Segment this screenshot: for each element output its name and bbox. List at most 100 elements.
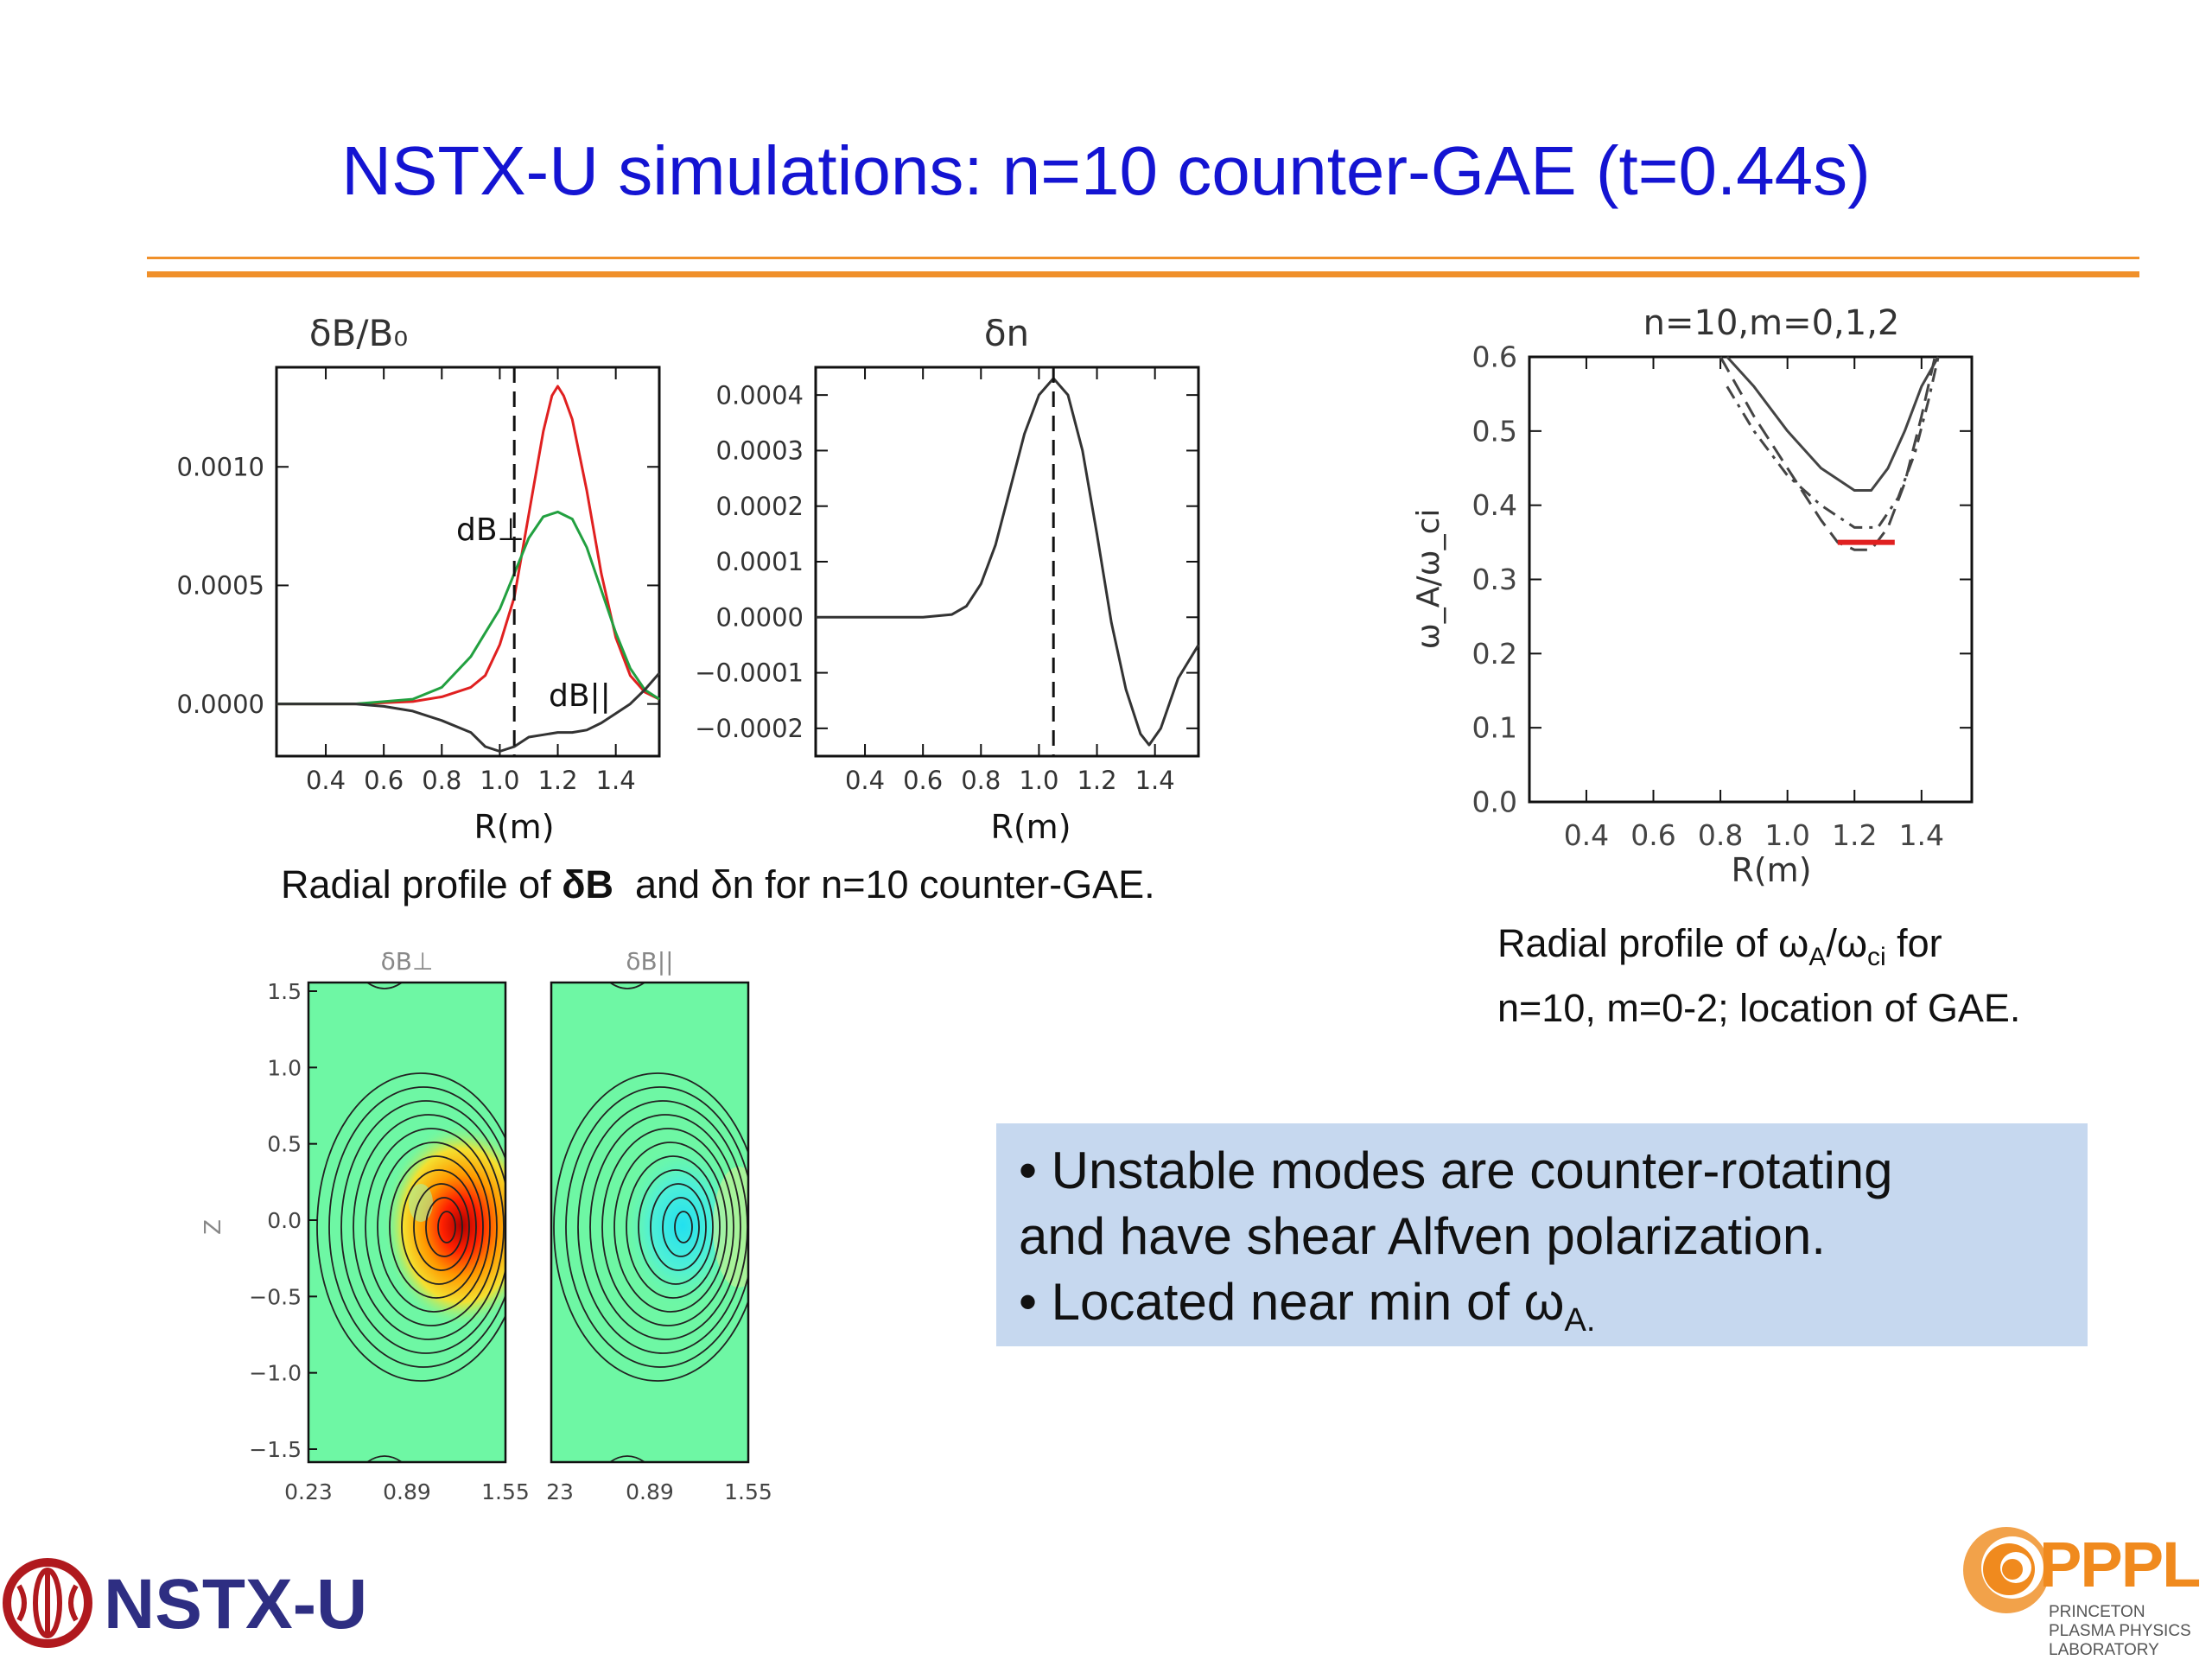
contour-panel-perp [308, 983, 505, 1462]
chart-title: n=10,m=0,1,2 [1643, 303, 1900, 343]
contour-ring [389, 1155, 484, 1299]
x-tick-label: 0.8 [422, 766, 461, 795]
contour-title-par: δB|| [626, 947, 673, 976]
contour-ring [353, 1114, 505, 1340]
caption-omega-line1: Radial profile of ωA/ωci for [1497, 921, 1942, 971]
contour-ring [650, 1183, 707, 1271]
y-axis-label: ω_A/ω_ci [1411, 509, 1446, 650]
note-bullet-1-line-2: and have shear Alfven polarization. [1019, 1207, 1826, 1265]
contour-ring [413, 1183, 470, 1271]
contour-ring [662, 1197, 700, 1257]
series-line-0 [816, 377, 1200, 747]
chart-db-profile: δB/B₀ 0.4 0.6 0.8 1.0 1.2 1.4 0.0010 0.0005 0.00… [177, 312, 661, 846]
y-tick-label: 0.0000 [177, 690, 264, 719]
contour-ring [425, 1197, 463, 1257]
x-tick-label: 1.0 [1764, 818, 1809, 852]
nstx-logo: NSTX-U [0, 1555, 397, 1650]
contour-ring [674, 1211, 693, 1243]
contour-x-tick-label: 0.23 [284, 1479, 333, 1504]
contour-panel-par [551, 983, 748, 1462]
chart-omega-profile: n=10,m=0,1,2 0.4 0.6 0.8 1.0 1.2 1.4 0.6 0.5 0.4… [1411, 303, 1974, 889]
contour-y-tick-label: −1.5 [249, 1437, 302, 1462]
x-tick-label: 0.4 [1564, 818, 1609, 852]
contour-y-tick-label: 1.0 [267, 1055, 302, 1080]
pppl-line-2: PLASMA PHYSICS [2049, 1622, 2191, 1640]
y-tick-label: 0.1 [1472, 711, 1517, 745]
x-tick-label: 1.4 [1135, 766, 1175, 795]
x-tick-label: 1.0 [480, 766, 519, 795]
contour-ring [613, 1142, 728, 1313]
contour-ring [626, 1155, 721, 1299]
annotation-db-perp: dB⊥ [456, 512, 524, 548]
contour-ring [401, 1169, 477, 1285]
contour-ring [365, 1128, 498, 1326]
x-tick-label: 0.8 [961, 766, 1001, 795]
chart-title: δn [984, 312, 1029, 354]
y-tick-label: −0.0002 [695, 714, 804, 743]
contour-ring [601, 1128, 734, 1326]
contour-plots: δB⊥ δB|| 1.5 1.0 0.5 0.0 −0.5 −1.0 −1.5 0.23 0.8… [200, 947, 772, 1504]
contour-title-perp: δB⊥ [381, 947, 434, 976]
y-tick-label: 0.0010 [177, 452, 264, 481]
caption-omega: Radial profile of ωA/ωci for n=10, m=0-2… [1497, 918, 2020, 1034]
nstx-logo-text: NSTX-U [104, 1565, 368, 1644]
title-rule-thick [147, 271, 2139, 277]
x-tick-label: 1.2 [1077, 766, 1116, 795]
contour-x-tick-label: 1.55 [481, 1479, 530, 1504]
caption-suffix: and δn for n=10 counter-GAE. [613, 862, 1155, 906]
x-tick-label: 1.2 [1832, 818, 1877, 852]
contour-ring [316, 1072, 505, 1382]
contour-ring [437, 1211, 456, 1243]
x-tick-label: 1.2 [537, 766, 577, 795]
contour-y-tick-label: 1.5 [267, 979, 302, 1004]
x-tick-label: 0.6 [364, 766, 404, 795]
y-tick-label: 0.0005 [177, 571, 264, 601]
contour-y-tick-label: 0.0 [267, 1208, 302, 1233]
series-line-0 [1726, 355, 1940, 492]
x-tick-label: 0.4 [306, 766, 346, 795]
contour-ring [638, 1169, 714, 1285]
annotation-db-par: dB|| [549, 678, 611, 714]
y-tick-label: 0.0003 [716, 436, 804, 466]
pppl-line-3: LABORATORY [2049, 1641, 2159, 1659]
y-tick-label: 0.0001 [716, 547, 804, 576]
pppl-line-1: PRINCETON [2049, 1603, 2145, 1621]
y-tick-label: 0.4 [1472, 488, 1517, 522]
caption-db-dn: Radial profile of δB and δn for n=10 cou… [281, 862, 1155, 907]
x-tick-label: 0.6 [1630, 818, 1675, 852]
x-tick-label: 1.4 [1899, 818, 1944, 852]
note-box: • Unstable modes are counter-rotating an… [996, 1123, 2088, 1346]
y-tick-label: 0.3 [1472, 563, 1517, 596]
contour-ring [340, 1100, 505, 1354]
caption-prefix: Radial profile of [281, 862, 563, 906]
contour-ring [565, 1086, 748, 1368]
x-tick-label: 0.4 [845, 766, 885, 795]
x-tick-label: 1.0 [1019, 766, 1058, 795]
y-tick-label: 0.0 [1472, 785, 1517, 819]
contour-x-tick-label: 1.55 [724, 1479, 772, 1504]
contour-y-tick-label: −0.5 [249, 1284, 302, 1309]
slide-title: NSTX-U simulations: n=10 counter-GAE (t=… [341, 132, 1871, 209]
series-line-1 [1726, 356, 1940, 529]
series-line-2 [276, 672, 661, 753]
x-tick-label: 0.6 [903, 766, 943, 795]
y-tick-label: 0.0002 [716, 492, 804, 521]
pppl-logo: PPPL PRINCETON PLASMA PHYSICS LABORATORY [1957, 1521, 2212, 1659]
plot-frame [275, 366, 661, 758]
series-line-1 [276, 510, 660, 706]
plot-frame [814, 366, 1200, 758]
series-line-2 [1719, 356, 1936, 551]
contour-y-label: Z [200, 1219, 226, 1235]
title-rule-thin [147, 257, 2139, 259]
pppl-swirl-icon [1963, 1527, 2050, 1613]
contour-x-tick-label: 23 [546, 1479, 574, 1504]
y-tick-label: 0.6 [1472, 340, 1517, 374]
x-axis-label: R(m) [1731, 851, 1811, 889]
chart-title: δB/B₀ [309, 312, 408, 354]
chart-dn-profile: δn 0.4 0.6 0.8 1.0 1.2 1.4 0.0004 0.0003 0.0002 0… [695, 312, 1200, 846]
x-tick-label: 1.4 [596, 766, 636, 795]
contour-x-tick-label: 0.89 [626, 1479, 674, 1504]
note-bullet-1-line-1: • Unstable modes are counter-rotating [1019, 1142, 1893, 1199]
y-tick-label: −0.0001 [695, 658, 804, 688]
nstx-emblem-icon [3, 1558, 92, 1648]
